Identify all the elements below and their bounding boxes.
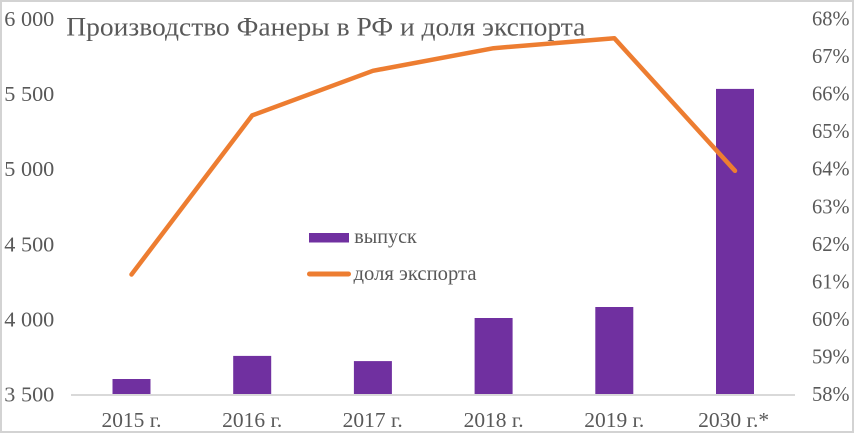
svg-text:2030 г.*: 2030 г.*	[698, 408, 769, 432]
svg-text:выпуск: выпуск	[354, 224, 417, 248]
svg-text:2015 г.: 2015 г.	[102, 408, 162, 432]
svg-text:63%: 63%	[812, 194, 850, 218]
svg-text:2017 г.: 2017 г.	[343, 408, 403, 432]
svg-text:62%: 62%	[812, 232, 850, 256]
svg-text:67%: 67%	[812, 44, 850, 68]
svg-text:2016 г.: 2016 г.	[222, 408, 282, 432]
svg-text:65%: 65%	[812, 119, 850, 143]
svg-text:58%: 58%	[812, 382, 850, 406]
svg-text:66%: 66%	[812, 82, 850, 106]
svg-text:5 000: 5 000	[4, 157, 54, 181]
svg-text:64%: 64%	[812, 157, 850, 181]
svg-text:68%: 68%	[812, 7, 850, 31]
svg-text:4 000: 4 000	[4, 307, 54, 331]
svg-text:Производство Фанеры в РФ и дол: Производство Фанеры в РФ и доля экспорта	[66, 11, 585, 41]
svg-text:2019 г.: 2019 г.	[584, 408, 644, 432]
svg-text:6 000: 6 000	[4, 7, 54, 31]
svg-text:3 500: 3 500	[4, 383, 54, 407]
svg-text:доля экспорта: доля экспорта	[354, 261, 478, 285]
svg-text:59%: 59%	[812, 345, 850, 369]
svg-text:60%: 60%	[812, 307, 850, 331]
svg-text:4 500: 4 500	[4, 232, 54, 256]
svg-text:2018 г.: 2018 г.	[464, 408, 524, 432]
svg-text:5 500: 5 500	[4, 82, 54, 106]
svg-text:61%: 61%	[812, 269, 850, 293]
